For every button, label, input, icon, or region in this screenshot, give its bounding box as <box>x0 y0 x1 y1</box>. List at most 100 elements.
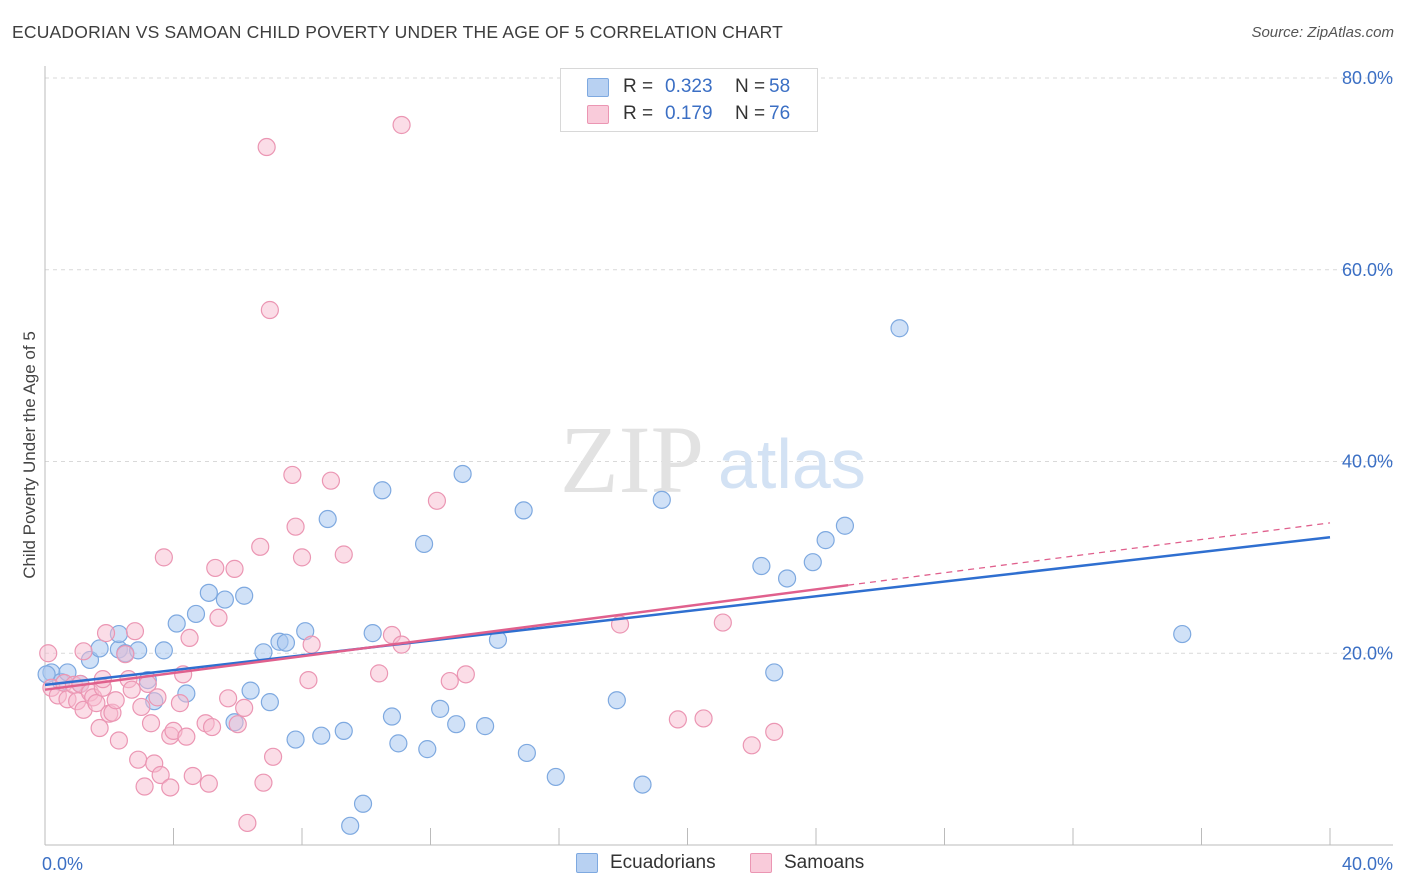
ecuadorian-point <box>1173 624 1192 644</box>
ecuadorian-point <box>607 691 626 710</box>
ecuadorian-point <box>215 590 234 609</box>
samoan-point <box>427 491 447 510</box>
source-label: Source: ZipAtlas.com <box>1251 24 1394 41</box>
ecuadorian-point <box>312 726 331 745</box>
ecuadorian-point <box>260 693 279 712</box>
ecuadorian-point <box>890 319 909 338</box>
ecuadorian-swatch <box>576 853 598 873</box>
samoan-point <box>392 115 411 135</box>
watermark-zip: ZIP <box>560 406 704 513</box>
samoan-point <box>87 694 106 713</box>
series-legend: Ecuadorians Samoans <box>0 852 1406 876</box>
legend-label: Ecuadorians <box>610 852 716 873</box>
ecuadorian-point <box>765 663 784 682</box>
samoan-point <box>299 670 318 690</box>
samoan-point <box>177 727 196 746</box>
samoan-point <box>109 731 128 750</box>
samoan-point <box>283 465 302 485</box>
samoan-point <box>116 645 135 664</box>
samoan-point <box>260 300 279 320</box>
samoan-point <box>302 635 321 654</box>
samoan-point <box>440 671 459 691</box>
y-axis-label: Child Poverty Under the Age of 5 <box>20 331 39 579</box>
samoan-point <box>668 710 687 729</box>
samoan-point <box>180 628 199 648</box>
samoan-point <box>106 691 125 710</box>
ecuadorian-point <box>373 481 392 500</box>
r-value: 0.179 <box>665 103 713 124</box>
ecuadorian-point <box>517 743 536 763</box>
ecuadorian-point <box>476 717 495 736</box>
samoan-point <box>713 613 732 632</box>
legend-label: Samoans <box>784 852 865 873</box>
samoan-point <box>225 559 244 578</box>
r-label: R = <box>623 76 654 97</box>
samoan-trend-line <box>44 583 849 691</box>
samoan-point <box>199 774 218 793</box>
watermark-atlas: atlas <box>718 425 866 503</box>
samoan-point <box>39 644 58 663</box>
ecuadorian-point <box>90 639 109 658</box>
ecuadorian-point <box>276 633 296 652</box>
ecuadorian-point <box>816 531 835 550</box>
samoan-point <box>292 548 312 567</box>
samoan-point <box>148 688 167 707</box>
samoan-point <box>90 718 109 738</box>
ecuadorian-trend-line <box>44 535 1331 687</box>
n-label: N = <box>735 103 766 124</box>
ecuadorian-point <box>418 740 437 759</box>
ecuadorian-point <box>382 707 402 726</box>
ecuadorian-swatch <box>587 77 609 97</box>
r-value: 0.323 <box>665 76 713 97</box>
ecuadorian-point <box>154 641 173 660</box>
n-value: 76 <box>769 103 791 124</box>
ecuadorian-point <box>514 501 533 520</box>
samoan-point <box>257 137 276 157</box>
ecuadorian-point <box>546 767 565 787</box>
ecuadorian-point <box>363 624 382 643</box>
ecuadorian-point <box>353 794 373 813</box>
y-tick-label: 80.0% <box>1342 68 1393 88</box>
samoan-swatch <box>750 853 772 873</box>
samoan-trend-extension <box>848 522 1331 586</box>
ecuadorian-point <box>235 586 254 605</box>
samoan-point <box>251 537 270 556</box>
grid-lines <box>45 77 1393 654</box>
legend-item-samoans: Samoans <box>750 852 864 874</box>
ecuadorian-point <box>777 569 797 588</box>
ecuadorian-point <box>186 604 206 624</box>
trend-lines <box>44 522 1331 691</box>
y-tick-label: 60.0% <box>1342 260 1393 280</box>
samoan-point <box>219 689 238 708</box>
samoan-point <box>334 545 353 564</box>
samoan-swatch <box>587 104 609 124</box>
axes <box>44 66 1393 846</box>
samoan-point <box>129 750 148 769</box>
ecuadorian-point <box>199 583 218 602</box>
samoan-point <box>125 622 145 641</box>
samoan-point <box>96 624 116 643</box>
ecuadorian-point <box>389 734 408 753</box>
legend-item-ecuadorians: Ecuadorians <box>576 852 716 874</box>
ecuadorian-point <box>652 490 671 509</box>
y-tick-label: 40.0% <box>1342 452 1393 472</box>
ecuadorian-point <box>334 721 353 741</box>
ecuadorian-point <box>453 464 472 484</box>
r-label: R = <box>623 103 654 124</box>
ecuadorian-point <box>286 730 305 749</box>
tick-labels: 20.0% 40.0% 60.0% 80.0% 0.0% 40.0% <box>42 68 1393 874</box>
samoan-point <box>135 777 154 796</box>
samoan-point <box>141 714 161 733</box>
samoan-point <box>161 778 180 797</box>
ecuadorian-point <box>835 516 855 535</box>
ecuadorian-point <box>167 614 186 633</box>
chart-title: ECUADORIAN VS SAMOAN CHILD POVERTY UNDER… <box>12 22 784 42</box>
x-tick-label: 40.0% <box>1342 854 1393 874</box>
ecuadorian-points <box>37 319 1192 835</box>
samoan-point <box>263 747 283 766</box>
samoan-point <box>183 766 202 786</box>
samoan-point <box>456 665 475 684</box>
samoan-point <box>238 813 257 833</box>
legend-row-ecuadorians: R = 0.323 N = 58 <box>587 76 790 98</box>
